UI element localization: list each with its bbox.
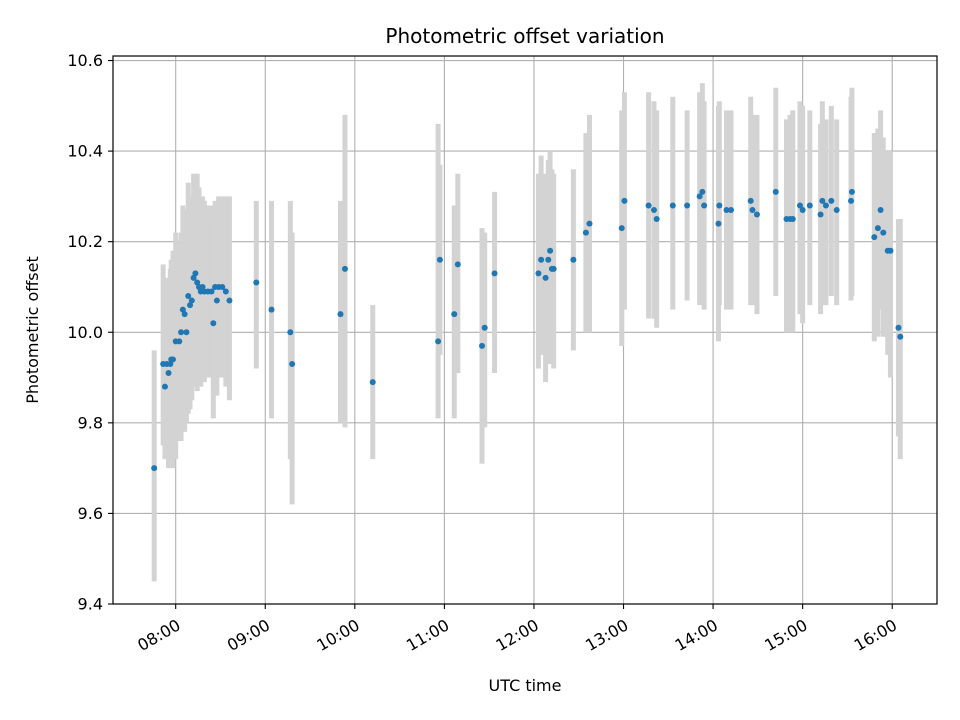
chart-title: Photometric offset variation <box>385 24 664 48</box>
data-point <box>213 297 220 304</box>
data-point <box>535 270 542 277</box>
data-point <box>219 283 226 290</box>
data-point <box>170 356 177 363</box>
data-point <box>653 216 660 223</box>
data-point <box>188 297 195 304</box>
data-point <box>253 279 260 286</box>
data-point <box>874 225 881 232</box>
data-point <box>716 202 723 209</box>
data-point <box>895 324 902 331</box>
data-point <box>183 329 190 336</box>
data-point <box>185 293 192 300</box>
data-point <box>190 274 197 281</box>
data-point <box>715 220 722 227</box>
data-point <box>226 297 233 304</box>
data-point <box>828 197 835 204</box>
y-axis-title: Photometric offset <box>23 256 42 404</box>
data-point <box>877 206 884 213</box>
y-tick-label: 9.6 <box>78 504 103 523</box>
y-tick-label: 9.4 <box>78 595 103 614</box>
data-point <box>753 211 760 218</box>
data-point <box>151 465 158 472</box>
data-point <box>542 274 549 281</box>
data-point <box>178 329 185 336</box>
data-point <box>897 333 904 340</box>
data-point <box>369 379 376 386</box>
data-point <box>181 311 188 318</box>
data-point <box>538 256 545 263</box>
data-point <box>268 306 275 313</box>
data-point <box>161 383 168 390</box>
data-point <box>848 188 855 195</box>
data-point <box>819 197 826 204</box>
data-point <box>747 197 754 204</box>
y-tick-label: 9.8 <box>78 413 103 432</box>
data-point <box>491 270 498 277</box>
data-point <box>451 311 458 318</box>
data-point <box>454 261 461 268</box>
data-point <box>435 338 442 345</box>
data-point <box>210 320 217 327</box>
data-point <box>696 193 703 200</box>
x-axis-title: UTC time <box>489 676 562 695</box>
data-point <box>481 324 488 331</box>
data-point <box>167 360 174 367</box>
data-point <box>582 229 589 236</box>
data-point <box>179 306 186 313</box>
data-points <box>151 188 904 472</box>
data-point <box>337 311 344 318</box>
data-point <box>699 188 706 195</box>
data-point <box>621 197 628 204</box>
data-point <box>586 220 593 227</box>
data-point <box>199 283 206 290</box>
y-tick-label: 10.6 <box>67 51 103 70</box>
data-point <box>789 216 796 223</box>
data-point <box>749 206 756 213</box>
data-point <box>799 206 806 213</box>
data-point <box>436 256 443 263</box>
data-point <box>341 265 348 272</box>
plot-frame <box>112 55 938 605</box>
data-point <box>289 360 296 367</box>
data-point <box>176 338 183 345</box>
y-tick-label: 10.2 <box>67 232 103 251</box>
data-point <box>287 329 294 336</box>
data-point <box>550 265 557 272</box>
data-point <box>796 202 803 209</box>
data-point <box>723 206 730 213</box>
data-point <box>817 211 824 218</box>
data-point <box>871 234 878 241</box>
data-point <box>701 202 708 209</box>
data-point <box>728 206 734 213</box>
data-point <box>833 206 840 213</box>
data-point <box>479 342 486 349</box>
data-point <box>165 370 172 377</box>
data-point <box>650 206 657 213</box>
y-tick-label: 10.0 <box>67 323 103 342</box>
y-axis-ticks: 9.4 9.6 9.8 10.0 10.2 10.4 10.6 <box>67 51 113 614</box>
data-point <box>222 288 229 295</box>
data-point <box>570 256 577 263</box>
data-point <box>618 225 625 232</box>
data-point <box>545 256 552 263</box>
data-point <box>208 288 215 295</box>
data-point <box>192 270 199 277</box>
data-point <box>772 188 779 195</box>
data-point <box>887 247 894 254</box>
data-point <box>880 229 887 236</box>
data-point <box>822 202 829 209</box>
data-point <box>848 197 855 204</box>
y-tick-label: 10.4 <box>67 142 103 161</box>
data-point <box>645 202 652 209</box>
data-point <box>806 202 813 209</box>
data-point <box>187 302 194 309</box>
data-point <box>669 202 676 209</box>
data-point <box>547 247 554 254</box>
data-point <box>684 202 691 209</box>
data-point <box>194 279 201 286</box>
